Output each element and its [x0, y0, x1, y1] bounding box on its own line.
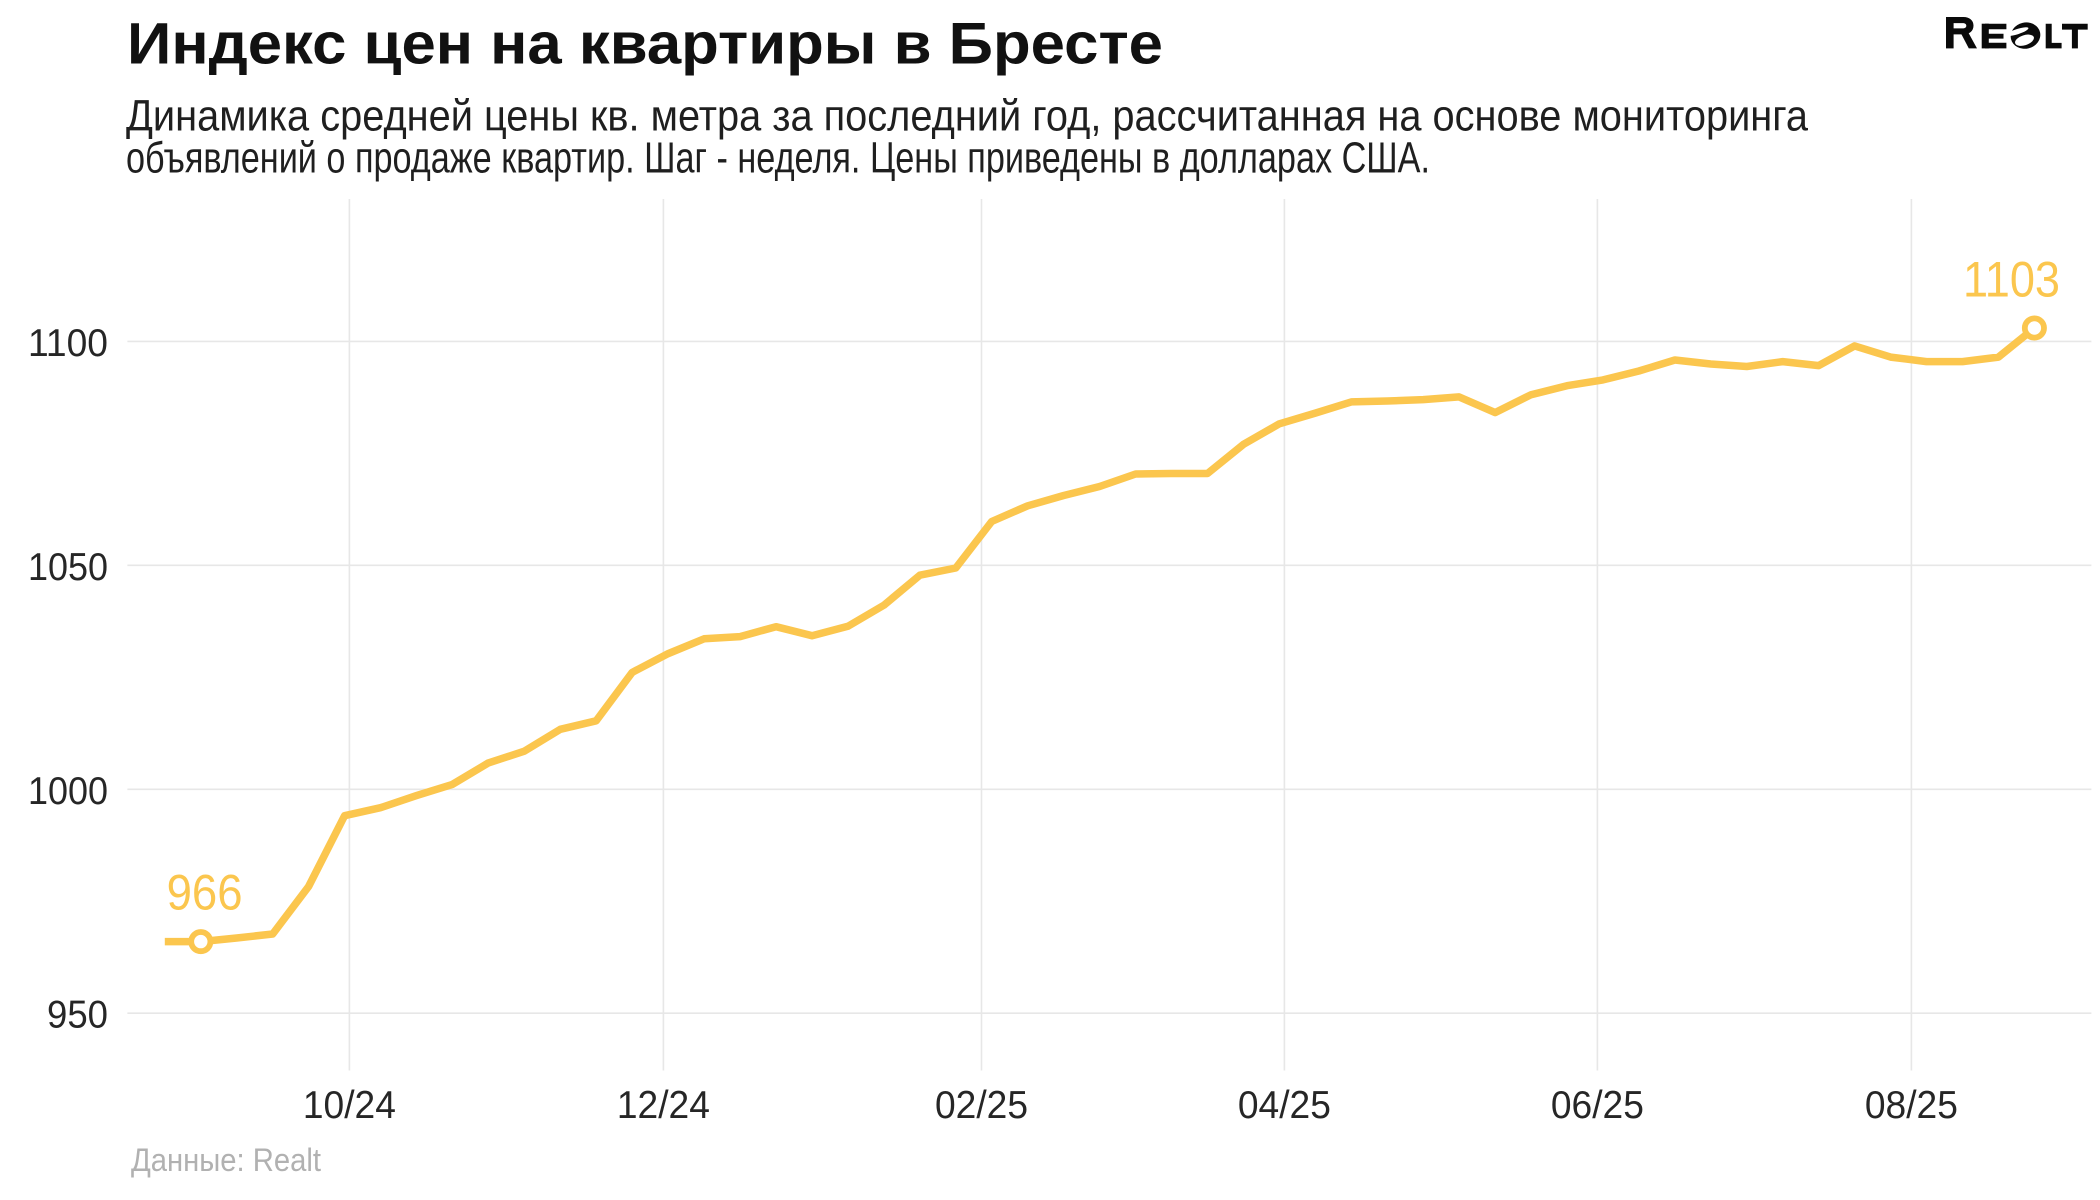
svg-text:02/25: 02/25	[935, 1084, 1028, 1127]
svg-text:06/25: 06/25	[1551, 1084, 1644, 1127]
svg-text:1000: 1000	[28, 770, 108, 813]
svg-text:объявлений о продаже квартир.: объявлений о продаже квартир. Шаг - неде…	[126, 134, 1430, 183]
svg-text:950: 950	[47, 994, 108, 1037]
svg-text:10/24: 10/24	[303, 1084, 396, 1127]
svg-text:Динамика средней цены кв. метр: Динамика средней цены кв. метра за после…	[126, 92, 1808, 141]
svg-text:Индекс цен на квартиры в Брест: Индекс цен на квартиры в Бресте	[127, 11, 1163, 76]
svg-text:04/25: 04/25	[1238, 1084, 1331, 1127]
svg-text:1103: 1103	[1963, 252, 2060, 308]
svg-text:Данные: Realt: Данные: Realt	[131, 1142, 321, 1178]
svg-text:1050: 1050	[28, 546, 108, 589]
svg-text:966: 966	[167, 865, 243, 921]
svg-text:08/25: 08/25	[1865, 1084, 1958, 1127]
svg-text:12/24: 12/24	[617, 1084, 710, 1127]
svg-text:1100: 1100	[28, 322, 108, 365]
